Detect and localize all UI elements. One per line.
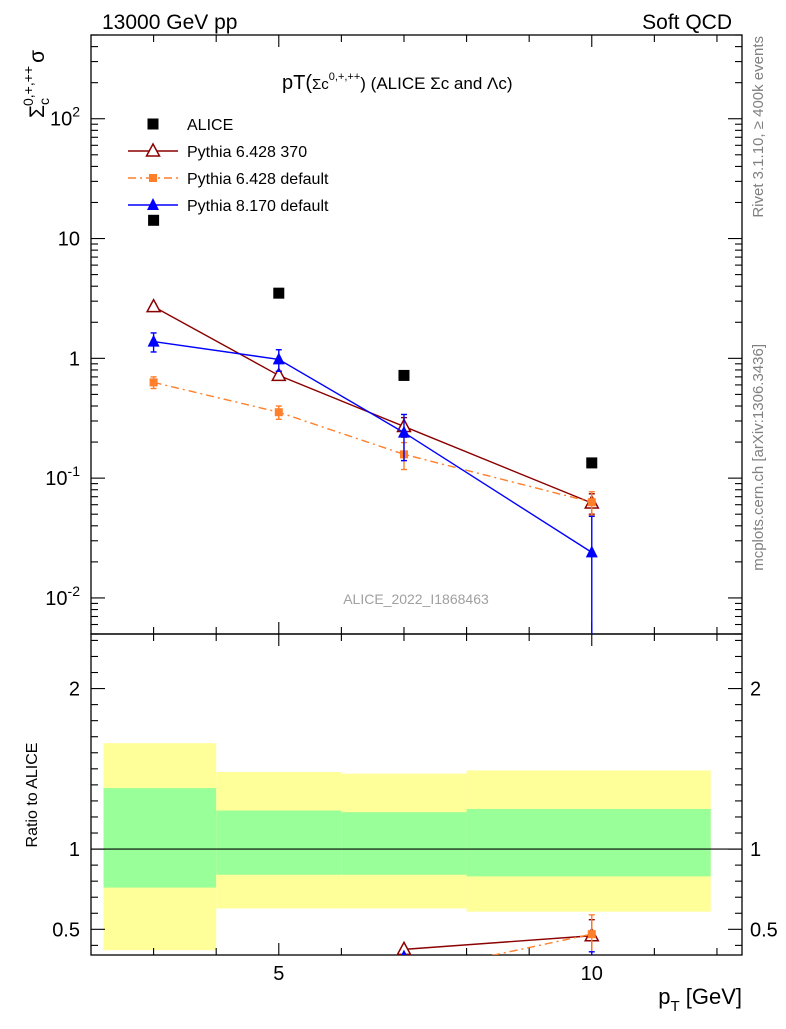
y-axis-label-sigma: Σ xyxy=(26,105,49,118)
main-y-tick-label-base: 1 xyxy=(69,348,80,370)
plot-title-sigma: Σc xyxy=(312,76,329,93)
mcplots-label: mcplots.cern.ch [arXiv:1306.3436] xyxy=(750,344,767,571)
data-point-alice xyxy=(273,287,285,299)
legend-entry-pythia-8-170-default: Pythia 8.170 default xyxy=(128,198,329,215)
legend-label-pythia-6-428-default: Pythia 6.428 default xyxy=(187,171,329,188)
main-y-tick-label-base: 10 xyxy=(50,109,72,131)
ratio-y-tick-label-left: 0.5 xyxy=(52,919,80,941)
main-plot-data xyxy=(145,214,600,634)
data-point-pythia-8-170-default xyxy=(272,352,285,365)
legend-label-pythia-6-428-370: Pythia 6.428 370 xyxy=(187,144,307,161)
ratio-plot-frame xyxy=(90,633,743,956)
ratio-band-green xyxy=(216,810,342,875)
legend-marker-alice xyxy=(147,118,159,130)
legend-marker-pythia-6-428-default xyxy=(149,174,157,182)
main-y-tick-label-exp: -1 xyxy=(68,463,81,479)
legend-label-pythia-8-170-default: Pythia 8.170 default xyxy=(187,198,329,215)
y-axis-label-sub: c xyxy=(36,98,52,105)
ratio-y-tick-label-right: 1 xyxy=(750,839,761,861)
ratio-band-green xyxy=(341,812,467,875)
data-point-pythia-6-428-370 xyxy=(271,366,287,382)
x-tick-label: 5 xyxy=(273,963,284,985)
main-y-tick-label: 102 xyxy=(50,104,80,131)
y-axis-label-suffix: σ xyxy=(26,50,49,63)
ratio-y-tick-label-right: 2 xyxy=(750,679,761,701)
ratio-line-pythia-6-428-default xyxy=(490,933,592,955)
plot-title-sup: 0,+,++ xyxy=(329,71,361,83)
data-point-pythia-6-428-370 xyxy=(145,298,162,313)
y-axis-label-sup: 0,+,++ xyxy=(20,66,36,106)
x-axis-label-sub: T xyxy=(670,998,679,1015)
x-axis-label-unit: [GeV] xyxy=(680,984,742,1009)
ratio-y-tick-label-right: 0.5 xyxy=(750,919,778,941)
ratio-plot-data xyxy=(396,914,600,981)
main-y-tick-label-base: 10 xyxy=(58,229,80,251)
main-y-tick-label: 10-2 xyxy=(45,583,80,610)
main-y-tick-label-exp: 2 xyxy=(72,104,80,120)
ratio-y-axis-label: Ratio to ALICE xyxy=(24,743,41,848)
y-axis-label: Σc0,+,++ σ xyxy=(20,50,52,118)
rivet-label: Rivet 3.1.10, ≥ 400k events xyxy=(750,36,767,218)
data-point-alice xyxy=(398,369,410,381)
data-point-alice xyxy=(148,214,160,226)
ratio-band-green xyxy=(466,808,711,877)
ratio-point-pythia-8-170-default xyxy=(401,949,407,955)
legend-entry-alice: ALICE xyxy=(147,117,233,134)
series-line-pythia-8-170-default xyxy=(153,340,593,553)
plot-title-main: pT( xyxy=(282,72,312,94)
ratio-line-pythia-8-170-default xyxy=(404,957,592,981)
series-line-pythia-6-428-default xyxy=(153,381,592,503)
data-point-pythia-8-170-default xyxy=(397,425,410,438)
ratio-point-pythia-6-428-default xyxy=(587,930,596,939)
legend: ALICE Pythia 6.428 370 Pythia 6.428 defaul… xyxy=(128,117,329,215)
ratio-bands xyxy=(91,743,742,951)
main-y-tick-label: 10 xyxy=(58,229,80,251)
data-point-pythia-8-170-default xyxy=(585,545,598,558)
data-point-alice xyxy=(586,457,598,469)
data-point-pythia-6-428-default xyxy=(274,408,283,417)
legend-marker-pythia-6-428-370 xyxy=(145,142,161,157)
plot-title-rest: ) (ALICE Σc and Λc) xyxy=(360,74,512,93)
plot-title: pT(Σc0,+,++) (ALICE Σc and Λc) xyxy=(282,71,513,94)
main-y-tick-label-base: 10 xyxy=(45,468,67,490)
analysis-watermark: ALICE_2022_I1868463 xyxy=(343,591,489,607)
legend-entry-pythia-6-428-default: Pythia 6.428 default xyxy=(128,171,329,188)
data-point-pythia-6-428-default xyxy=(587,498,596,507)
ratio-y-tick-label-left: 2 xyxy=(69,679,80,701)
ratio-line-pythia-6-428-370 xyxy=(403,935,592,951)
main-y-tick-label-exp: -2 xyxy=(68,583,81,599)
x-tick-label: 10 xyxy=(581,963,603,985)
axis-ticks xyxy=(91,34,742,955)
legend-label-alice: ALICE xyxy=(187,117,233,134)
main-y-tick-label: 1 xyxy=(69,348,80,370)
x-axis-label-p: p xyxy=(658,984,670,1009)
x-axis-label: pT [GeV] xyxy=(658,984,742,1015)
data-point-pythia-8-170-default xyxy=(147,334,160,347)
data-point-pythia-6-428-default xyxy=(149,378,158,387)
main-y-tick-label-base: 10 xyxy=(45,588,67,610)
ratio-y-tick-label-left: 1 xyxy=(69,839,80,861)
ratio-band-green xyxy=(103,788,217,888)
header-left: 13000 GeV pp xyxy=(102,11,237,34)
header-right: Soft QCD xyxy=(642,11,732,34)
ratio-point-pythia-6-428-default xyxy=(400,970,408,978)
legend-marker-pythia-8-170-default xyxy=(147,198,159,210)
main-y-tick-label: 10-1 xyxy=(45,463,80,490)
series-line-pythia-6-428-370 xyxy=(153,306,593,504)
legend-entry-pythia-6-428-370: Pythia 6.428 370 xyxy=(128,142,307,161)
